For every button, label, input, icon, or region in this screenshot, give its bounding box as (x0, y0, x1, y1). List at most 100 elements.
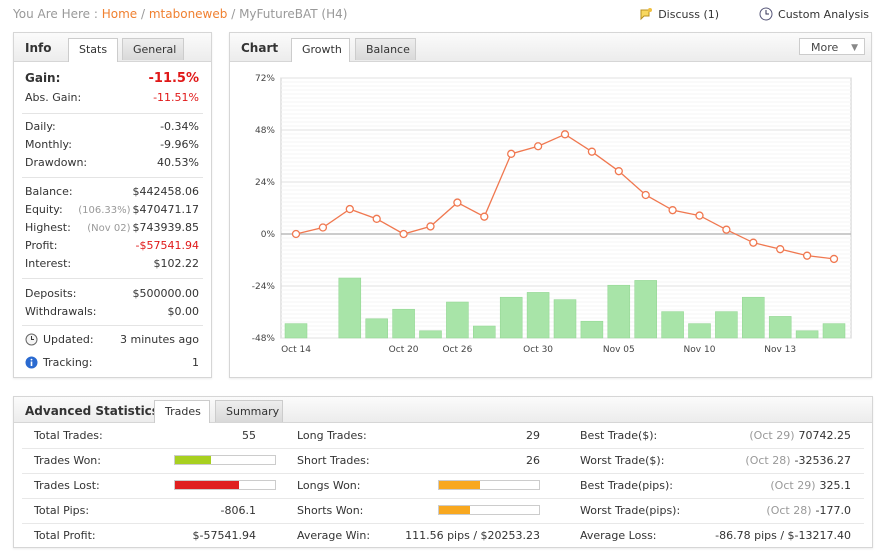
volume-bar (634, 280, 657, 339)
stat-number: 70742.25 (798, 429, 852, 442)
tab-balance[interactable]: Balance (355, 38, 416, 60)
highest-note: (Nov 02) (87, 223, 131, 234)
plot-area (280, 77, 852, 339)
breadcrumb-sep: / (231, 7, 236, 21)
growth-point (480, 212, 489, 221)
tab-stats[interactable]: Stats (68, 38, 118, 62)
discuss-link[interactable]: Discuss (1) (639, 7, 719, 21)
divider (22, 177, 203, 178)
volume-bar (715, 311, 738, 339)
longs-won-bar (438, 480, 540, 490)
bar-fill (175, 481, 239, 489)
chart-header: Chart Growth Balance More ▼ (230, 33, 871, 62)
withdrawals-label: Withdrawals: (25, 305, 97, 318)
withdrawals-value: $0.00 (167, 305, 200, 318)
clock-icon (759, 7, 773, 21)
volume-bar (688, 323, 711, 339)
breadcrumb-prefix: You Are Here : (13, 7, 98, 21)
tab-general[interactable]: General (122, 38, 184, 60)
info-icon (25, 356, 38, 369)
stat-number: -32536.27 (794, 454, 851, 467)
growth-point (372, 214, 381, 223)
tab-growth[interactable]: Growth (291, 38, 350, 62)
advanced-statistics-panel: Advanced Statistics Trades Summary Total… (13, 396, 873, 548)
stat-number: 29 (526, 429, 540, 442)
stat-value: (Oct 29) 325.1 (770, 479, 851, 492)
stat-label: Trades Won: (34, 454, 101, 467)
stat-value: (Oct 29) 70742.25 (749, 429, 851, 442)
x-tick-label: Nov 13 (764, 345, 796, 355)
stat-label: Worst Trade(pips): (580, 504, 681, 517)
stat-row: Total Profit: $-57541.94 (34, 523, 256, 548)
growth-point (829, 254, 839, 264)
shorts-won-bar (438, 505, 540, 515)
growth-point (291, 229, 301, 239)
volume-bar (795, 330, 819, 339)
volume-bar (742, 296, 765, 339)
growth-point (722, 225, 731, 234)
stat-value: 111.56 pips / $20253.23 (405, 529, 540, 542)
stat-label: Average Win: (297, 529, 371, 542)
x-tick-label: Oct 26 (442, 345, 472, 355)
equity-note: (106.33%) (78, 205, 131, 216)
divider (22, 113, 203, 114)
deposits-label: Deposits: (25, 287, 77, 300)
y-tick-label: 72% (255, 74, 275, 84)
stat-row: Trades Won: (34, 448, 276, 473)
growth-point (587, 147, 597, 156)
stat-number: 55 (242, 429, 256, 442)
stat-label: Trades Lost: (34, 479, 100, 492)
breadcrumb-home-link[interactable]: Home (101, 7, 138, 21)
updated-value: 3 minutes ago (120, 333, 199, 346)
volume-bar (580, 320, 604, 339)
gain-label: Gain: (25, 71, 61, 85)
breadcrumb-user-link[interactable]: mtaboneweb (148, 7, 228, 21)
volume-bar (446, 301, 469, 339)
bar-fill (439, 506, 470, 514)
stat-value: $-57541.94 (193, 529, 256, 542)
stat-label: Shorts Won: (297, 504, 364, 517)
volume-bar (822, 323, 846, 339)
breadcrumb: You Are Here : Home / mtaboneweb / MyFut… (13, 7, 347, 21)
profit-label: Profit: (25, 239, 58, 252)
stat-label: Average Loss: (580, 529, 657, 542)
daily-label: Daily: (25, 120, 56, 133)
tab-summary[interactable]: Summary (215, 400, 283, 422)
volume-bar (553, 299, 577, 339)
stat-value: -86.78 pips / $-13217.40 (715, 529, 851, 542)
monthly-label: Monthly: (25, 138, 72, 151)
divider (22, 325, 203, 326)
stat-row: Worst Trade(pips): (Oct 28) -177.0 (580, 498, 851, 523)
stat-date-note: (Oct 28) (766, 504, 812, 517)
volume-bar (284, 323, 308, 339)
custom-analysis-link[interactable]: Custom Analysis (759, 7, 869, 21)
stat-row: Total Trades: 55 (34, 423, 256, 448)
breadcrumb-sep: / (140, 7, 146, 21)
volume-bar (768, 316, 792, 339)
balance-value: $442458.06 (132, 185, 199, 198)
volume-bar (499, 296, 523, 339)
growth-point (776, 245, 785, 254)
stat-row: Average Loss: -86.78 pips / $-13217.40 (580, 523, 851, 548)
more-dropdown[interactable]: More ▼ (799, 38, 865, 55)
growth-point (507, 149, 516, 158)
stat-number: 26 (526, 454, 540, 467)
tab-trades[interactable]: Trades (154, 400, 210, 423)
stat-date-note: (Oct 28) (745, 454, 791, 467)
stat-label: Worst Trade($): (580, 454, 665, 467)
custom-analysis-label: Custom Analysis (778, 7, 869, 21)
trades-won-bar (174, 455, 276, 465)
stat-label: Best Trade($): (580, 429, 658, 442)
growth-point (426, 222, 435, 231)
stat-label: Total Profit: (34, 529, 96, 542)
bar-fill (175, 456, 211, 464)
drawdown-label: Drawdown: (25, 156, 88, 169)
tracking-label: Tracking: (43, 356, 93, 369)
highest-label: Highest: (25, 221, 71, 234)
info-panel: Info Stats General Gain: -11.5% Abs. Gain… (13, 32, 212, 378)
daily-value: -0.34% (160, 120, 199, 133)
x-tick-label: Nov 05 (603, 345, 635, 355)
stat-row: Short Trades: 26 (297, 448, 540, 473)
stat-date-note: (Oct 29) (749, 429, 795, 442)
growth-point (695, 211, 704, 220)
